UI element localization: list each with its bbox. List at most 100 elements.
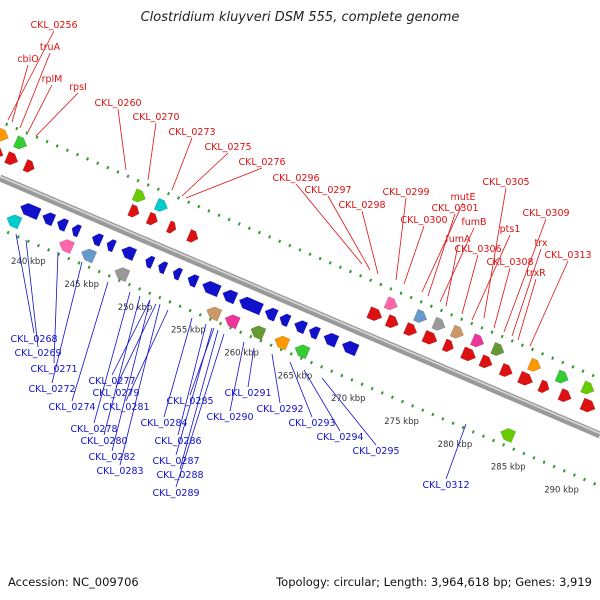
forward-gene: [0, 144, 4, 159]
forward-feature: [580, 380, 595, 395]
reverse-feature: [81, 248, 97, 264]
forward-gene: [4, 151, 19, 166]
reverse-gene-label: CKL_0292: [256, 404, 303, 415]
reverse-gene: [222, 289, 239, 305]
forward-gene-label: CKL_0301: [431, 203, 478, 214]
reverse-label-leader: [111, 299, 151, 452]
reverse-gene-label: CKL_0277: [88, 376, 135, 387]
forward-gene-label: CKL_0305: [482, 177, 529, 188]
reverse-gene: [202, 280, 222, 298]
reverse-gene-label: CKL_0274: [48, 402, 95, 413]
forward-gene: [186, 229, 199, 243]
forward-gene-label: rpsI: [69, 82, 87, 93]
forward-label-leader: [395, 197, 407, 281]
forward-label-leader: [147, 122, 157, 181]
reverse-feature: [59, 239, 75, 254]
reverse-label-leader: [189, 327, 215, 396]
reverse-gene: [71, 224, 83, 238]
forward-gene-label: CKL_0306: [454, 244, 501, 255]
reverse-gene-label: CKL_0312: [422, 480, 469, 491]
reverse-gene-label: CKL_0282: [88, 452, 135, 463]
forward-gene-label: fumA: [445, 234, 471, 245]
reverse-label-leader: [229, 341, 245, 412]
scale-label: 250 kbp: [118, 303, 153, 313]
reverse-gene: [172, 267, 184, 281]
forward-label-leader: [7, 30, 55, 121]
reverse-label-leader: [321, 377, 377, 446]
accession-text: Accession: NC_009706: [8, 575, 139, 589]
reverse-gene: [264, 307, 279, 322]
forward-gene: [517, 370, 533, 386]
forward-gene: [421, 329, 438, 345]
forward-gene: [366, 306, 383, 322]
forward-gene-label: trxR: [526, 268, 546, 279]
scale-label: 265 kbp: [278, 371, 313, 381]
forward-gene: [498, 362, 513, 377]
reverse-gene-label: CKL_0291: [224, 388, 271, 399]
forward-label-leader: [529, 260, 569, 347]
forward-gene: [557, 388, 572, 403]
forward-gene-label: CKL_0260: [94, 98, 141, 109]
reverse-gene-label: CKL_0289: [152, 488, 199, 499]
forward-label-leader: [421, 202, 464, 293]
reverse-gene: [106, 239, 117, 253]
forward-gene-label: CKL_0275: [204, 142, 251, 153]
reverse-feature: [206, 306, 223, 322]
forward-gene-label: cbiO: [17, 54, 38, 65]
forward-label-leader: [403, 225, 425, 285]
reverse-label-leader: [247, 347, 255, 388]
forward-gene-label: CKL_0273: [168, 127, 215, 138]
reverse-gene-label: CKL_0278: [70, 424, 117, 435]
forward-feature: [0, 127, 9, 142]
forward-gene: [537, 379, 550, 394]
forward-feature: [490, 341, 505, 356]
reverse-gene: [279, 313, 292, 328]
reverse-gene-label: CKL_0281: [102, 402, 149, 413]
reverse-label-leader: [111, 299, 151, 376]
forward-feature: [554, 369, 569, 384]
forward-label-leader: [503, 218, 547, 333]
reverse-label-leader: [115, 303, 157, 388]
forward-feature: [527, 357, 542, 372]
reverse-gene-label: CKL_0279: [92, 388, 139, 399]
reverse-gene: [187, 274, 200, 288]
reverse-gene: [121, 246, 138, 262]
forward-gene-label: truA: [40, 42, 61, 53]
reverse-label-leader: [445, 423, 467, 480]
forward-gene-label: CKL_0313: [544, 250, 591, 261]
forward-gene-label: CKL_0309: [522, 208, 569, 219]
reverse-gene: [20, 202, 42, 221]
reverse-feature: [250, 325, 267, 341]
reverse-label-leader: [163, 317, 193, 418]
reverse-feature: [500, 428, 517, 443]
forward-gene-label: CKL_0298: [338, 200, 385, 211]
reverse-gene-label: CKL_0284: [140, 418, 187, 429]
scale-label: 285 kbp: [491, 463, 526, 473]
forward-label-leader: [185, 167, 263, 199]
reverse-gene: [308, 326, 322, 340]
forward-gene-label: CKL_0296: [272, 173, 319, 184]
reverse-gene: [42, 212, 57, 227]
reverse-gene: [238, 296, 265, 316]
reverse-feature: [294, 344, 311, 360]
forward-label-leader: [439, 227, 475, 303]
forward-gene-label: CKL_0297: [304, 185, 351, 196]
reverse-gene-label: CKL_0271: [30, 364, 77, 375]
reverse-gene-label: CKL_0272: [28, 384, 75, 395]
forward-gene-label: CKL_0256: [30, 20, 77, 31]
forward-gene: [384, 314, 399, 329]
forward-gene: [579, 397, 596, 413]
forward-label-leader: [35, 92, 79, 137]
forward-gene: [403, 322, 418, 337]
reverse-gene-label: CKL_0269: [14, 348, 61, 359]
forward-label-leader: [171, 137, 193, 191]
reverse-label-leader: [15, 233, 35, 334]
reverse-feature: [224, 314, 241, 330]
forward-gene-label: CKL_0270: [132, 112, 179, 123]
reverse-label-leader: [119, 303, 161, 466]
forward-feature: [470, 333, 485, 348]
reverse-gene: [145, 255, 156, 269]
inner-scale-track: [0, 227, 600, 488]
reverse-gene-label: CKL_0295: [352, 446, 399, 457]
reverse-label-leader: [93, 291, 131, 424]
